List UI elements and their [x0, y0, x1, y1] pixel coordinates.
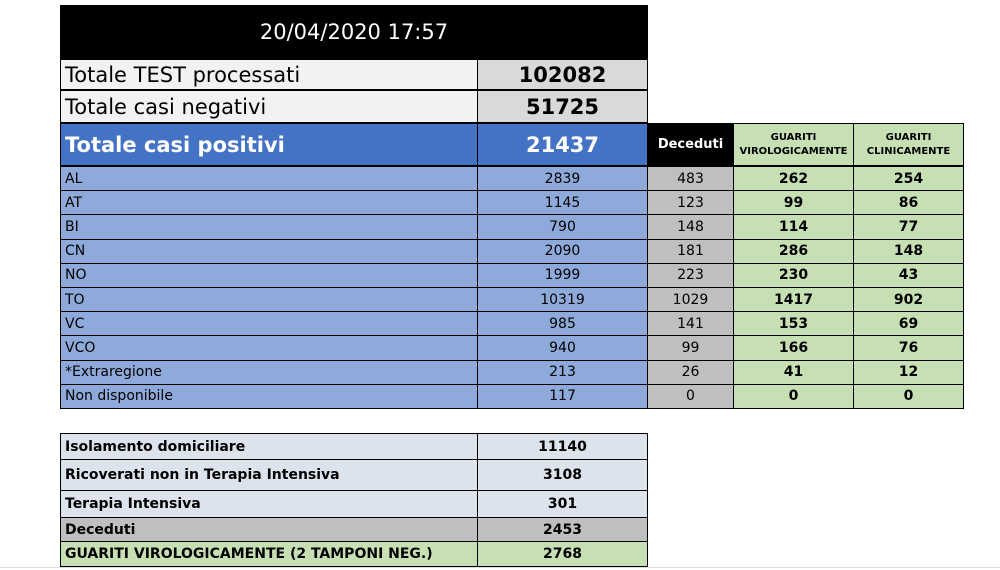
column-header: GUARITI CLINICAMENTE: [853, 123, 964, 166]
status-value: 11140: [477, 433, 648, 460]
column-header: GUARITI VIROLOGICAMENTE: [733, 123, 854, 166]
province-name: AL: [60, 166, 478, 192]
province-deaths: 141: [647, 311, 734, 337]
status-label: Terapia Intensiva: [60, 490, 478, 518]
province-deaths: 181: [647, 238, 734, 264]
status-label: Ricoverati non in Terapia Intensiva: [60, 459, 478, 491]
province-recovered: 114: [733, 214, 854, 240]
summary-value: 102082: [477, 59, 648, 90]
positives-value: 21437: [477, 123, 648, 166]
province-deaths: 148: [647, 214, 734, 240]
province-positives: 1999: [477, 262, 648, 288]
province-recovered: 69: [853, 311, 964, 337]
province-name: VCO: [60, 335, 478, 361]
province-recovered: 230: [733, 262, 854, 288]
summary-label: Totale casi negativi: [60, 90, 478, 123]
province-recovered: 76: [853, 335, 964, 361]
status-label: GUARITI VIROLOGICAMENTE (2 TAMPONI NEG.): [60, 541, 478, 567]
province-deaths: 123: [647, 190, 734, 216]
province-positives: 117: [477, 383, 648, 409]
province-deaths: 26: [647, 359, 734, 385]
province-deaths: 99: [647, 335, 734, 361]
province-name: Non disponibile: [60, 383, 478, 409]
province-recovered: 1417: [733, 287, 854, 313]
province-deaths: 483: [647, 166, 734, 192]
status-value: 3108: [477, 459, 648, 491]
province-deaths: 223: [647, 262, 734, 288]
province-positives: 985: [477, 311, 648, 337]
province-positives: 940: [477, 335, 648, 361]
province-name: *Extraregione: [60, 359, 478, 385]
province-name: TO: [60, 287, 478, 313]
status-value: 301: [477, 490, 648, 518]
province-recovered: 902: [853, 287, 964, 313]
province-recovered: 262: [733, 166, 854, 192]
province-recovered: 153: [733, 311, 854, 337]
province-recovered: 166: [733, 335, 854, 361]
province-name: VC: [60, 311, 478, 337]
province-deaths: 0: [647, 383, 734, 409]
status-value: 2453: [477, 517, 648, 542]
column-header: Deceduti: [647, 123, 734, 166]
province-recovered: 99: [733, 190, 854, 216]
bottom-rule: [0, 567, 1000, 568]
province-name: AT: [60, 190, 478, 216]
status-label: Deceduti: [60, 517, 478, 542]
province-name: BI: [60, 214, 478, 240]
province-recovered: 86: [853, 190, 964, 216]
timestamp: 20/04/2020 17:57: [60, 5, 648, 59]
province-recovered: 12: [853, 359, 964, 385]
status-value: 2768: [477, 541, 648, 567]
province-recovered: 0: [733, 383, 854, 409]
province-recovered: 286: [733, 238, 854, 264]
province-recovered: 0: [853, 383, 964, 409]
province-positives: 10319: [477, 287, 648, 313]
province-recovered: 254: [853, 166, 964, 192]
province-positives: 790: [477, 214, 648, 240]
province-recovered: 43: [853, 262, 964, 288]
summary-value: 51725: [477, 90, 648, 123]
province-positives: 1145: [477, 190, 648, 216]
province-name: NO: [60, 262, 478, 288]
province-recovered: 148: [853, 238, 964, 264]
province-recovered: 77: [853, 214, 964, 240]
province-positives: 213: [477, 359, 648, 385]
summary-label: Totale TEST processati: [60, 59, 478, 90]
status-label: Isolamento domiciliare: [60, 433, 478, 460]
province-positives: 2090: [477, 238, 648, 264]
positives-label: Totale casi positivi: [60, 123, 478, 166]
province-recovered: 41: [733, 359, 854, 385]
province-deaths: 1029: [647, 287, 734, 313]
province-name: CN: [60, 238, 478, 264]
province-positives: 2839: [477, 166, 648, 192]
